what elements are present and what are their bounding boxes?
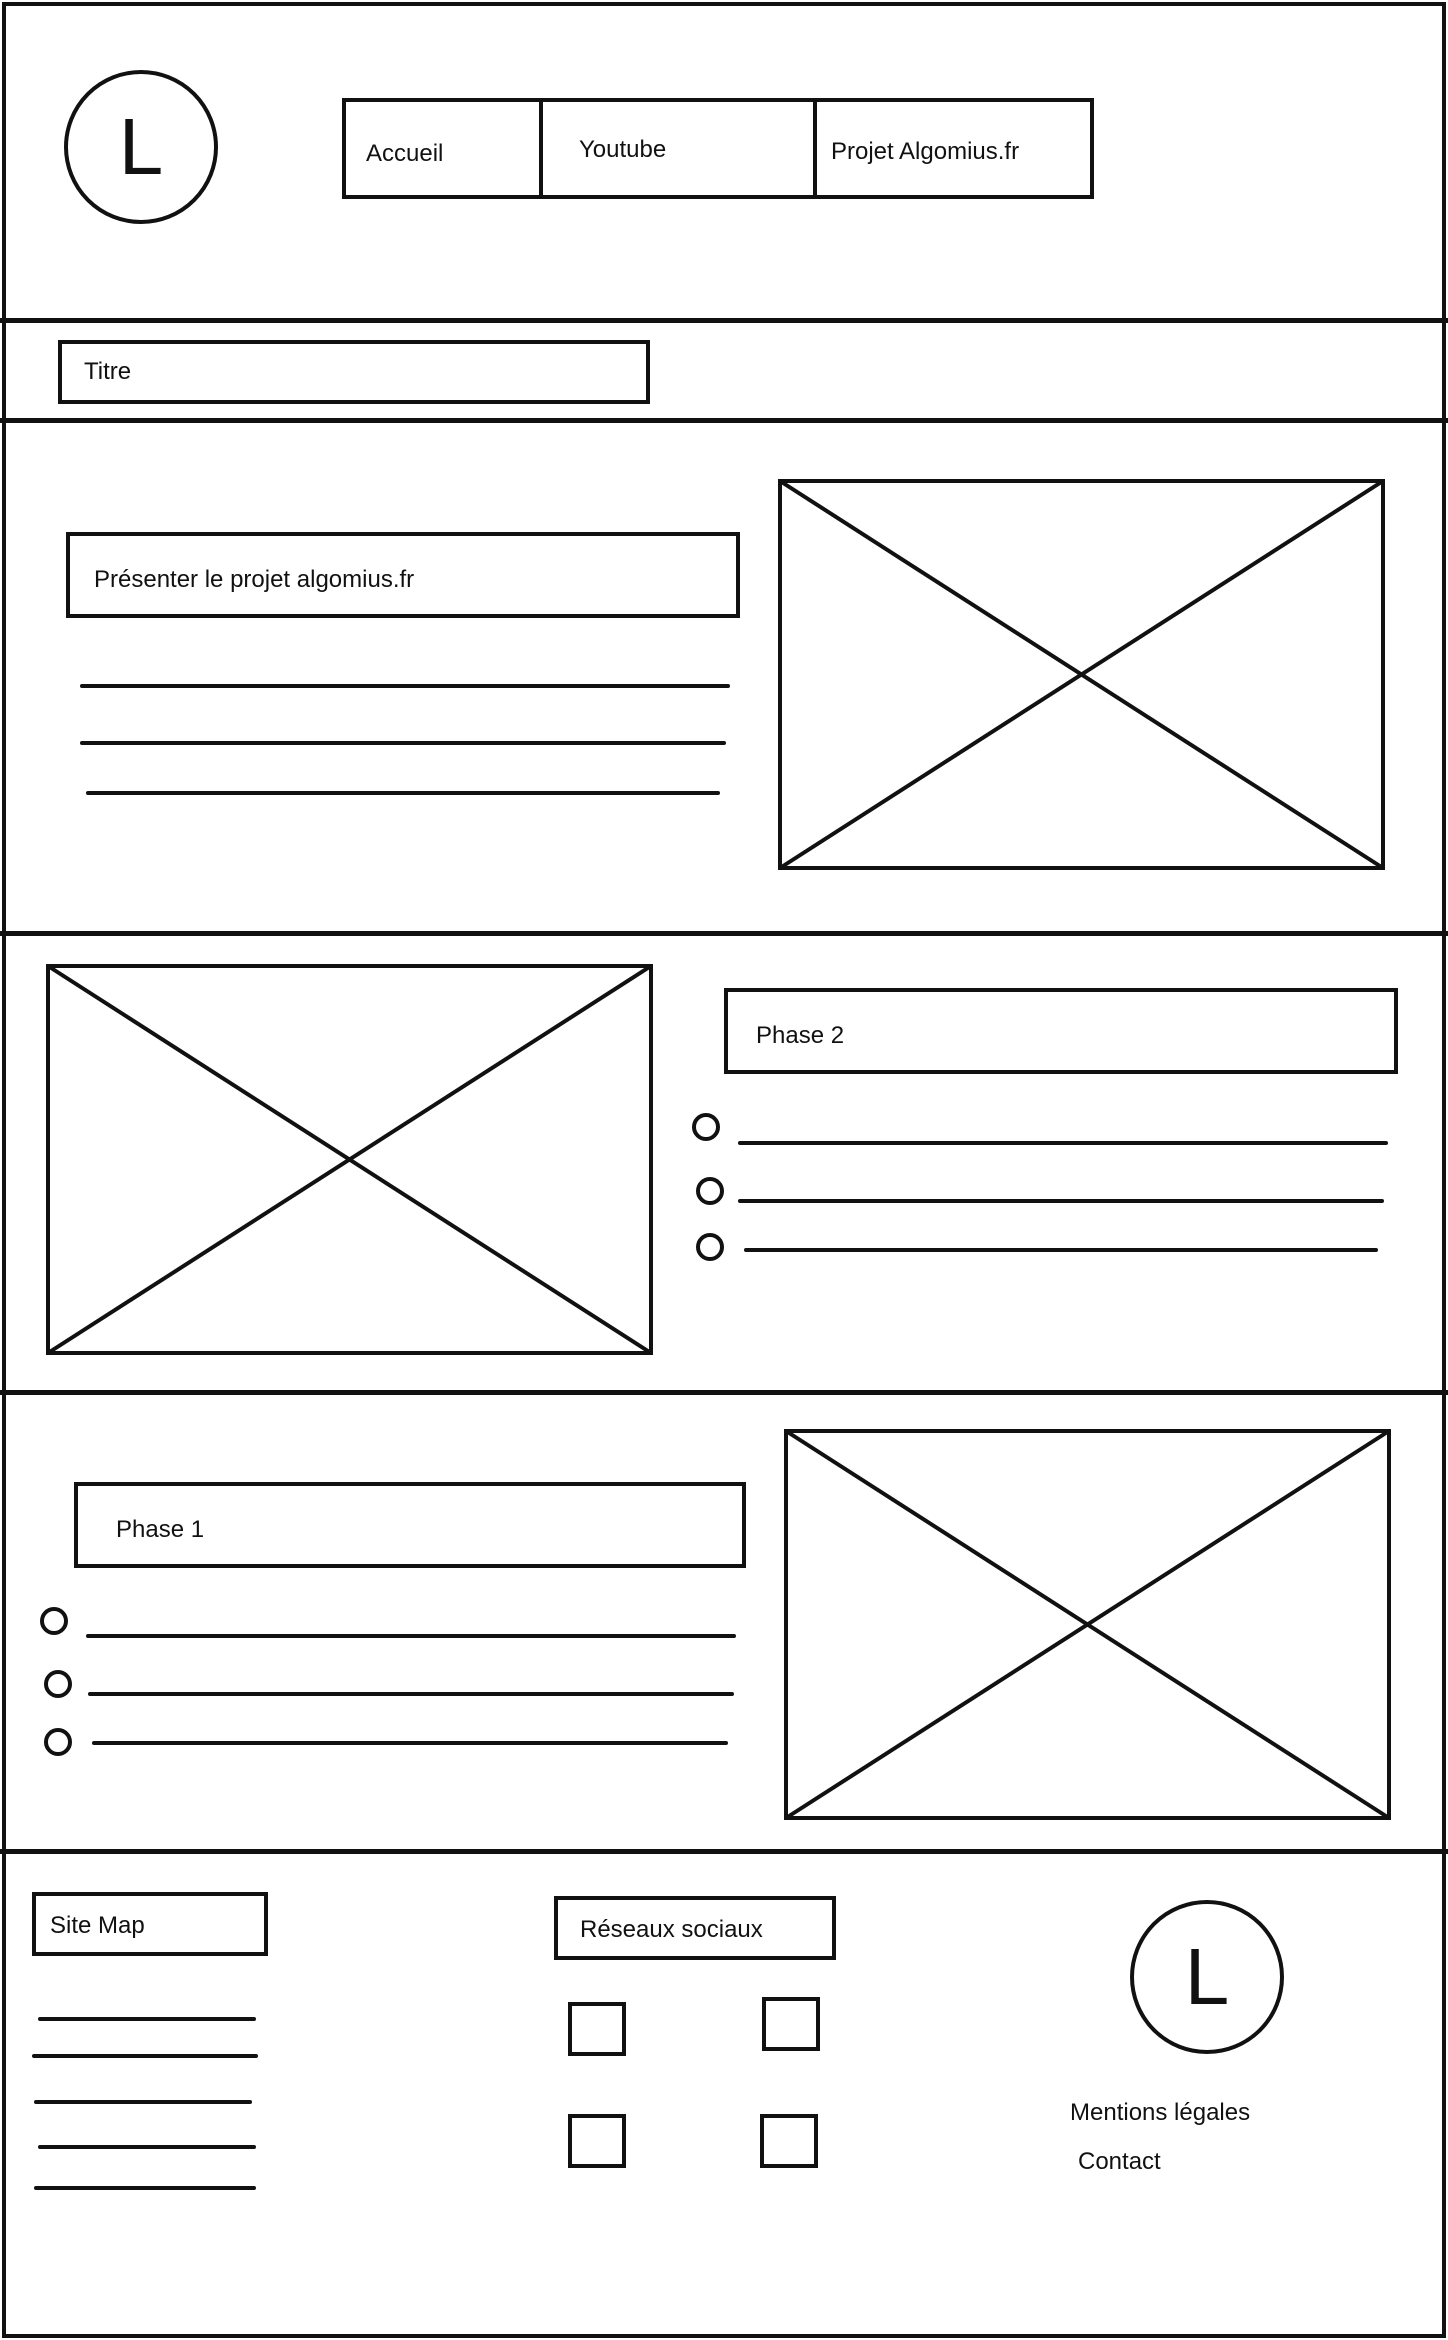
contact-link[interactable]: Contact (1078, 2148, 1161, 2175)
header-logo[interactable]: L (64, 70, 218, 224)
nav-label: Projet Algomius.fr (831, 138, 1020, 165)
text-line (744, 1248, 1378, 1252)
sitemap-link[interactable] (32, 2054, 258, 2058)
text-line (86, 791, 720, 795)
header-divider (0, 318, 1448, 323)
logo-letter: L (1184, 1932, 1230, 2021)
social-icon[interactable] (568, 2002, 626, 2056)
image-placeholder-icon (778, 479, 1385, 870)
nav-item-projet[interactable]: Projet Algomius.fr (813, 98, 1094, 199)
phase1-heading-text: Phase 1 (116, 1516, 205, 1543)
section-divider (0, 931, 1448, 936)
bullet-icon (44, 1670, 72, 1698)
nav-item-youtube[interactable]: Youtube (539, 98, 817, 199)
bullet-icon (40, 1607, 68, 1635)
text-line (80, 741, 726, 745)
section-divider (0, 1390, 1448, 1395)
social-heading-text: Réseaux sociaux (580, 1916, 763, 1943)
sitemap-link[interactable] (34, 2186, 256, 2190)
page-title: Titre (58, 340, 650, 404)
sitemap-link[interactable] (38, 2017, 256, 2021)
bullet-icon (696, 1177, 724, 1205)
logo-letter: L (118, 102, 164, 191)
bullet-icon (692, 1113, 720, 1141)
text-line (88, 1692, 734, 1696)
image-placeholder-icon (46, 964, 653, 1355)
page-title-text: Titre (84, 358, 132, 385)
social-icon[interactable] (760, 2114, 818, 2168)
title-divider (0, 418, 1448, 423)
bullet-icon (696, 1233, 724, 1261)
intro-heading-text: Présenter le projet algomius.fr (94, 566, 415, 593)
text-line (92, 1741, 728, 1745)
social-heading: Réseaux sociaux (554, 1896, 836, 1960)
social-icon[interactable] (568, 2114, 626, 2168)
nav-label: Accueil (366, 140, 444, 167)
legal-link[interactable]: Mentions légales (1070, 2099, 1251, 2126)
phase2-heading-text: Phase 2 (756, 1022, 845, 1049)
sitemap-link[interactable] (34, 2100, 252, 2104)
sitemap-heading-text: Site Map (50, 1912, 145, 1939)
text-line (738, 1141, 1388, 1145)
nav-label: Youtube (579, 136, 667, 163)
phase2-heading: Phase 2 (724, 988, 1398, 1074)
footer-divider (0, 1849, 1448, 1854)
nav-item-accueil[interactable]: Accueil (342, 98, 543, 199)
sitemap-link[interactable] (38, 2145, 256, 2149)
text-line (80, 684, 730, 688)
text-line (86, 1634, 736, 1638)
sitemap-heading: Site Map (32, 1892, 268, 1956)
social-icon[interactable] (762, 1997, 820, 2051)
footer-logo[interactable]: L (1130, 1900, 1284, 2054)
image-placeholder-icon (784, 1429, 1391, 1820)
bullet-icon (44, 1728, 72, 1756)
intro-heading: Présenter le projet algomius.fr (66, 532, 740, 618)
text-line (738, 1199, 1384, 1203)
phase1-heading: Phase 1 (74, 1482, 746, 1568)
